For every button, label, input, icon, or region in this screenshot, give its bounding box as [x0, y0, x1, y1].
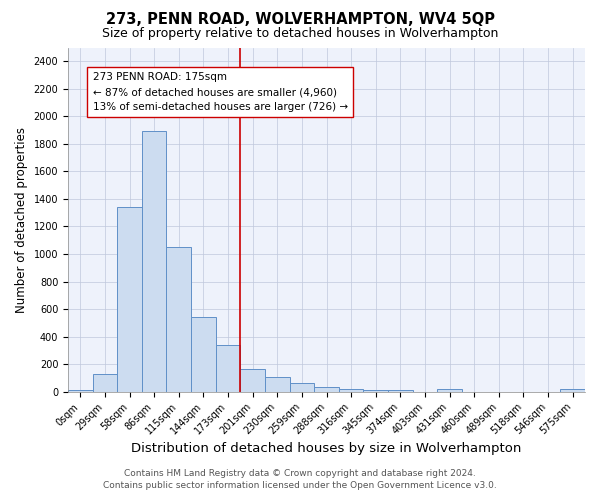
- Bar: [216, 345, 241, 392]
- Bar: [117, 207, 142, 392]
- Bar: [68, 390, 92, 392]
- Bar: [437, 389, 462, 392]
- X-axis label: Distribution of detached houses by size in Wolverhampton: Distribution of detached houses by size …: [131, 442, 522, 455]
- Text: Size of property relative to detached houses in Wolverhampton: Size of property relative to detached ho…: [102, 28, 498, 40]
- Bar: [339, 388, 364, 392]
- Bar: [560, 389, 585, 392]
- Text: Contains HM Land Registry data © Crown copyright and database right 2024.
Contai: Contains HM Land Registry data © Crown c…: [103, 468, 497, 490]
- Y-axis label: Number of detached properties: Number of detached properties: [15, 126, 28, 312]
- Bar: [92, 374, 117, 392]
- Bar: [290, 384, 314, 392]
- Bar: [191, 316, 216, 392]
- Text: 273 PENN ROAD: 175sqm
← 87% of detached houses are smaller (4,960)
13% of semi-d: 273 PENN ROAD: 175sqm ← 87% of detached …: [92, 72, 348, 112]
- Bar: [388, 390, 413, 392]
- Bar: [314, 387, 339, 392]
- Bar: [142, 132, 166, 392]
- Bar: [265, 376, 290, 392]
- Bar: [364, 390, 388, 392]
- Bar: [241, 369, 265, 392]
- Text: 273, PENN ROAD, WOLVERHAMPTON, WV4 5QP: 273, PENN ROAD, WOLVERHAMPTON, WV4 5QP: [106, 12, 494, 28]
- Bar: [166, 247, 191, 392]
